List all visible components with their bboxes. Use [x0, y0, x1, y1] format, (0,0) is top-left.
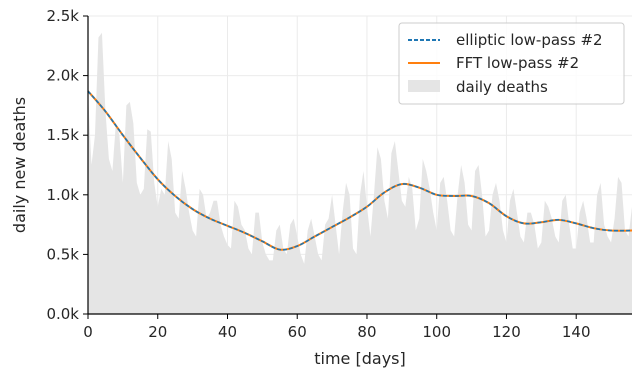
- legend-label-fft: FFT low-pass #2: [456, 54, 579, 72]
- series-lines-layer: [87, 90, 632, 251]
- y-tick-label: 2.0k: [46, 67, 79, 85]
- daily-deaths-area: [88, 32, 632, 315]
- axes: [83, 15, 632, 319]
- x-tick-label: 0: [83, 323, 93, 341]
- y-tick-label: 1.5k: [46, 126, 79, 144]
- tick-labels: 0 20 40 60 80 100 120 140 0.0k 0.5k 1.0k 1.5k 2.0k 2.…: [46, 7, 590, 341]
- x-tick-label: 60: [288, 323, 307, 341]
- x-axis-title: time [days]: [314, 349, 405, 368]
- x-tick-label: 120: [492, 323, 521, 341]
- y-tick-label: 0.5k: [46, 245, 79, 263]
- daily-deaths-area-layer: [88, 32, 632, 315]
- x-tick-label: 100: [422, 323, 451, 341]
- y-axis-title: daily new deaths: [10, 97, 29, 233]
- legend: elliptic low-pass #2 FFT low-pass #2 dai…: [398, 22, 625, 105]
- legend-label-elliptic: elliptic low-pass #2: [456, 31, 603, 49]
- y-tick-label: 0.0k: [46, 305, 79, 323]
- y-tick-label: 2.5k: [46, 7, 79, 25]
- legend-label-daily-deaths: daily deaths: [456, 78, 548, 96]
- y-tick-label: 1.0k: [46, 186, 79, 204]
- x-tick-label: 40: [218, 323, 237, 341]
- elliptic-lowpass-line: [87, 90, 632, 251]
- x-tick-label: 20: [148, 323, 167, 341]
- legend-swatch-daily-deaths: [408, 80, 440, 92]
- x-tick-label: 80: [357, 323, 376, 341]
- legend-box: [398, 22, 625, 105]
- x-tick-label: 140: [562, 323, 591, 341]
